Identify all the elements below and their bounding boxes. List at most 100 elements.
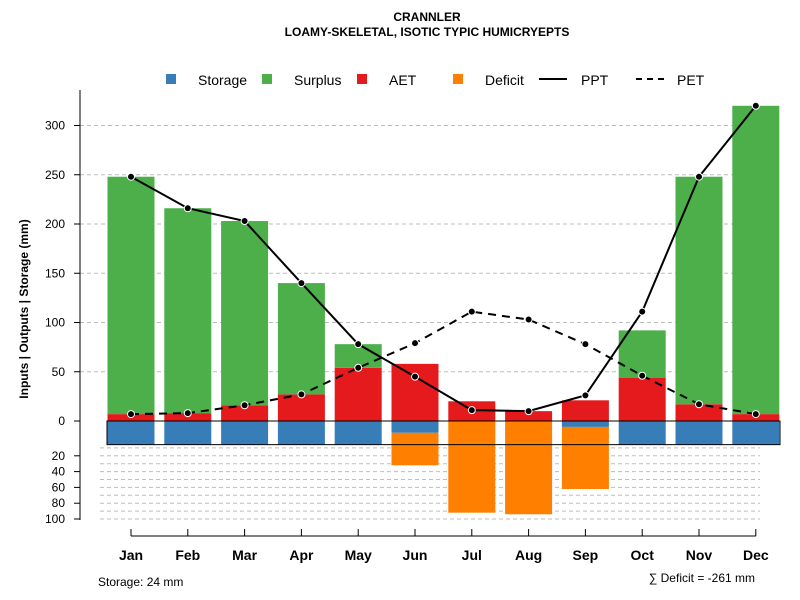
point-ppt: [411, 372, 419, 381]
bar-deficit: [505, 421, 553, 515]
y-axis-title: Inputs | Outputs | Storage (mm): [17, 219, 31, 398]
bar-aet: [391, 363, 439, 421]
point-ppt: [695, 172, 703, 181]
bar-aet: [221, 405, 269, 421]
bar-surplus: [164, 208, 212, 414]
point-ppt: [524, 407, 533, 416]
bar-storage: [277, 421, 325, 445]
line-pet: [130, 310, 756, 416]
bar-surplus: [107, 176, 155, 415]
bar-surplus: [675, 176, 723, 405]
point-pet: [354, 363, 363, 372]
lines: [127, 101, 760, 419]
point-ppt: [354, 340, 363, 349]
point-pet: [127, 410, 135, 419]
bar-storage: [675, 421, 723, 445]
point-ppt: [183, 204, 192, 213]
x-tick-label: Mar: [232, 547, 257, 563]
x-tick-label: Apr: [289, 547, 314, 563]
point-ppt: [467, 406, 476, 415]
x-tick-label: Aug: [515, 547, 542, 563]
bar-deficit: [391, 432, 439, 466]
point-pet: [638, 371, 647, 380]
legend-surplus-label: Surplus: [294, 72, 341, 88]
point-pet: [240, 401, 249, 410]
x-tick-label: Nov: [686, 547, 713, 563]
bar-surplus: [732, 105, 780, 415]
bar-aet: [334, 367, 382, 421]
bar-storage: [164, 421, 212, 445]
legend-pet-label: PET: [677, 72, 705, 88]
x-tick-label: Jul: [462, 547, 482, 563]
bar-deficit: [448, 421, 496, 513]
deficit-note: ∑ Deficit = -261 mm: [649, 571, 755, 585]
x-tick-label: Oct: [631, 547, 655, 563]
bar-surplus: [618, 330, 666, 378]
bars: [106, 105, 781, 515]
legend: Storage Surplus AET Deficit PPT PET: [166, 72, 705, 88]
bar-storage: [107, 421, 155, 445]
storage-note: Storage: 24 mm: [98, 575, 183, 589]
point-ppt: [581, 391, 590, 400]
y-tick-label: 150: [45, 266, 65, 280]
x-tick-label: Feb: [175, 547, 200, 563]
point-ppt: [127, 172, 135, 181]
bar-storage: [561, 421, 609, 427]
point-pet: [695, 400, 703, 409]
y-tick-label: 50: [52, 365, 66, 379]
x-tick-label: Jan: [119, 547, 143, 563]
point-pet: [467, 307, 476, 316]
bar-storage: [391, 421, 439, 433]
x-tick-label: Jun: [403, 547, 428, 563]
bar-aet: [277, 394, 325, 421]
y-tick-label: 100: [45, 512, 65, 526]
bar-aet: [675, 404, 723, 421]
x-tick-label: Dec: [743, 547, 769, 563]
legend-aet-swatch: [357, 74, 367, 84]
point-ppt: [297, 279, 306, 288]
y-tick-label: 40: [52, 465, 66, 479]
point-pet: [411, 339, 419, 348]
y-tick-label: 20: [52, 449, 66, 463]
bar-storage: [334, 421, 382, 445]
y-tick-label: 200: [45, 217, 65, 231]
bar-aet: [561, 400, 609, 421]
y-tick-label: 300: [45, 119, 65, 133]
point-pet: [524, 315, 533, 324]
legend-deficit-swatch: [453, 74, 463, 84]
bar-storage: [618, 421, 666, 445]
bar-aet: [618, 377, 666, 421]
x-tick-label: May: [345, 547, 372, 563]
point-ppt: [240, 217, 249, 226]
chart-title: CRANNLER: [393, 10, 461, 24]
point-pet: [183, 409, 192, 418]
y-tick-label: 80: [52, 496, 66, 510]
bar-storage: [732, 421, 780, 445]
y-tick-label: 100: [45, 316, 65, 330]
line-ppt: [130, 105, 757, 413]
point-pet: [297, 390, 306, 399]
y-tick-label: 0: [58, 414, 65, 428]
chart-subtitle: LOAMY-SKELETAL, ISOTIC TYPIC HUMICRYEPTS: [285, 25, 570, 39]
bar-deficit: [561, 426, 609, 489]
y-tick-label: 250: [45, 168, 65, 182]
point-ppt: [638, 307, 647, 316]
legend-aet-label: AET: [389, 72, 417, 88]
legend-storage-label: Storage: [198, 72, 247, 88]
storage-capacity-box: [106, 420, 781, 446]
bar-aet: [505, 411, 553, 421]
legend-storage-swatch: [166, 74, 176, 84]
point-ppt: [751, 101, 760, 110]
x-tick-label: Sep: [573, 547, 599, 563]
bar-surplus: [221, 221, 269, 406]
point-pet: [751, 410, 760, 419]
point-pet: [581, 340, 590, 349]
legend-surplus-swatch: [262, 74, 272, 84]
legend-deficit-label: Deficit: [485, 72, 524, 88]
bar-storage: [221, 421, 269, 445]
legend-ppt-label: PPT: [581, 72, 609, 88]
y-tick-label: 60: [52, 480, 66, 494]
bar-surplus: [277, 283, 325, 395]
